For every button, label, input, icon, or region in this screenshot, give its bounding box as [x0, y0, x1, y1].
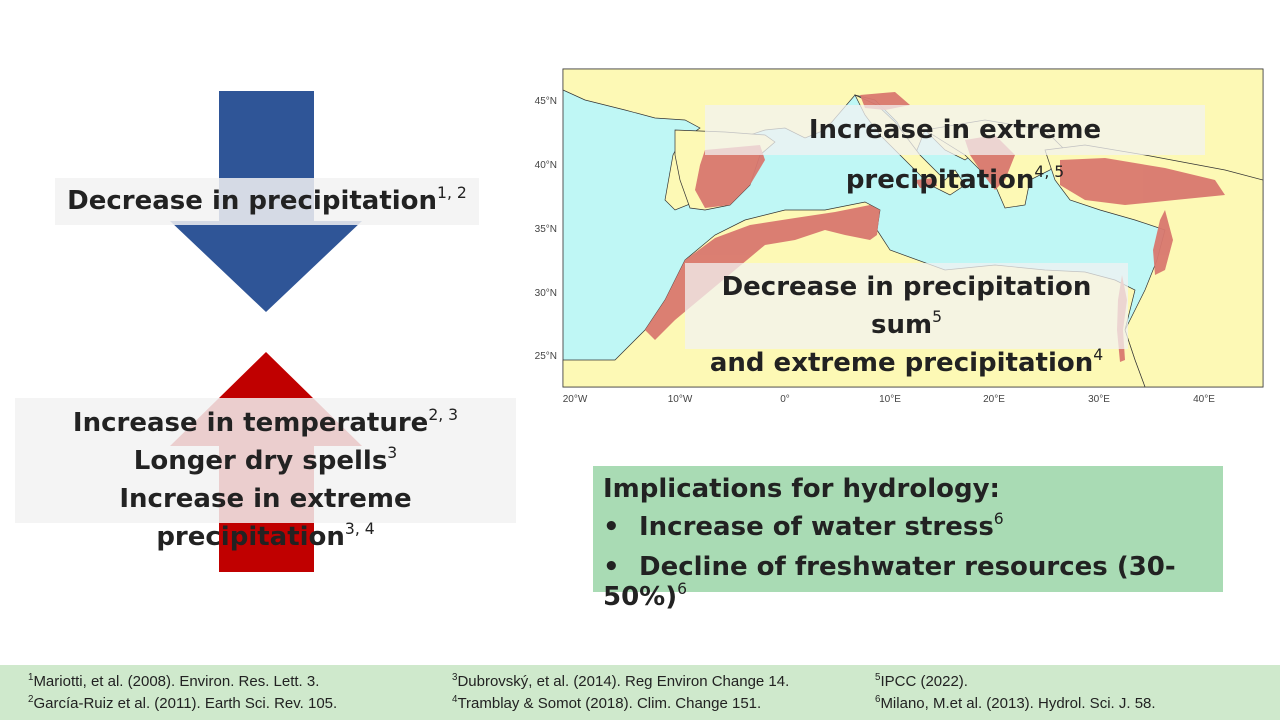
- mediterranean-map: 45°N 40°N 35°N 30°N 25°N 20°W 10°W 0° 10…: [525, 60, 1265, 415]
- lat-label: 30°N: [535, 288, 557, 299]
- lon-label: 30°E: [1088, 394, 1110, 405]
- reference-text: Dubrovský, et al. (2014). Reg Environ Ch…: [457, 673, 790, 690]
- increase-line-text: Increase in temperature: [72, 408, 429, 438]
- map-label-sup: 5: [932, 308, 942, 327]
- lat-label: 35°N: [535, 224, 557, 235]
- hotspot-levant: [1153, 210, 1173, 275]
- decrease-precipitation-label: Decrease in precipitation1, 2: [55, 178, 479, 225]
- reference-item: 1Mariotti, et al. (2008). Environ. Res. …: [28, 673, 319, 690]
- decrease-sup: 1, 2: [437, 184, 467, 203]
- lon-label: 40°E: [1193, 394, 1215, 405]
- reference-item: 2García-Ruiz et al. (2011). Earth Sci. R…: [28, 695, 337, 712]
- map-label-sup: 4: [1093, 346, 1104, 365]
- reference-sup: 6: [875, 694, 881, 706]
- lat-axis: 45°N 40°N 35°N 30°N 25°N: [535, 96, 557, 362]
- implication-text: Decline of freshwater resources (30-50%): [603, 552, 1176, 612]
- implications-title: Implications for hydrology:: [603, 474, 1000, 504]
- lon-label: 10°E: [879, 394, 901, 405]
- increase-factors-label: Increase in temperature2, 3 Longer dry s…: [15, 398, 516, 552]
- bullet-icon: •: [603, 512, 620, 542]
- map-label-text: Decrease in precipitation sum: [721, 272, 1092, 340]
- map-label-decrease: Decrease in precipitation sum5 and extre…: [685, 263, 1128, 378]
- increase-line-temperature: Increase in temperature2, 3: [15, 404, 516, 442]
- reference-item: 5IPCC (2022).: [875, 673, 968, 690]
- increase-line-sup: 3, 4: [344, 520, 375, 539]
- hotspot-iberia: [695, 145, 765, 208]
- hotspot-sicily: [915, 178, 937, 188]
- lon-axis: 20°W 10°W 0° 10°E 20°E 30°E 40°E: [563, 394, 1216, 405]
- reference-text: Milano, M.et al. (2013). Hydrol. Sci. J.…: [880, 695, 1156, 712]
- map-label-text: and extreme precipitation: [709, 348, 1094, 378]
- implication-sup: 6: [993, 510, 1004, 529]
- reference-sup: 4: [452, 694, 458, 706]
- reference-text: Mariotti, et al. (2008). Environ. Res. L…: [33, 673, 320, 690]
- reference-text: IPCC (2022).: [880, 673, 968, 690]
- decrease-text: Decrease in precipitation: [67, 186, 438, 216]
- map-label-sup: 4, 5: [1034, 163, 1065, 182]
- reference-item: 3Dubrovský, et al. (2014). Reg Environ C…: [452, 673, 789, 690]
- hotspot-turkey: [1060, 158, 1225, 205]
- lon-label: 20°W: [563, 394, 588, 405]
- lat-label: 25°N: [535, 351, 557, 362]
- implication-sup: 6: [677, 580, 688, 599]
- map-label-line: and extreme precipitation4: [685, 344, 1128, 382]
- reference-sup: 1: [28, 672, 34, 684]
- map-label-line: Decrease in precipitation sum5: [685, 268, 1128, 344]
- bullet-icon: •: [603, 552, 620, 582]
- implication-item: • Increase of water stress6: [603, 510, 1004, 542]
- reference-text: García-Ruiz et al. (2011). Earth Sci. Re…: [33, 695, 338, 712]
- reference-sup: 5: [875, 672, 881, 684]
- implications-box: Implications for hydrology: • Increase of…: [593, 466, 1223, 612]
- implication-text: Increase of water stress: [639, 512, 994, 542]
- increase-line-dry-spells: Longer dry spells3: [15, 442, 516, 480]
- lon-label: 0°: [780, 394, 790, 405]
- lat-label: 45°N: [535, 96, 557, 107]
- increase-line-extreme: Increase in extreme precipitation3, 4: [15, 480, 516, 556]
- increase-line-text: Increase in extreme precipitation: [119, 484, 412, 552]
- implication-item: • Decline of freshwater resources (30-50%…: [603, 552, 1223, 612]
- increase-line-sup: 3: [387, 444, 398, 463]
- references-footer: 1Mariotti, et al. (2008). Environ. Res. …: [0, 665, 1280, 720]
- increase-line-sup: 2, 3: [428, 406, 459, 425]
- reference-text: Tramblay & Somot (2018). Clim. Change 15…: [457, 695, 762, 712]
- reference-sup: 3: [452, 672, 458, 684]
- lon-label: 10°W: [668, 394, 693, 405]
- reference-sup: 2: [28, 694, 34, 706]
- lon-label: 20°E: [983, 394, 1005, 405]
- lat-label: 40°N: [535, 160, 557, 171]
- increase-line-text: Longer dry spells: [133, 446, 388, 476]
- map-label-text: Increase in extreme precipitation: [808, 115, 1102, 195]
- reference-item: 6Milano, M.et al. (2013). Hydrol. Sci. J…: [875, 695, 1156, 712]
- reference-item: 4Tramblay & Somot (2018). Clim. Change 1…: [452, 695, 761, 712]
- map-label-increase-extreme: Increase in extreme precipitation4, 5: [705, 105, 1205, 195]
